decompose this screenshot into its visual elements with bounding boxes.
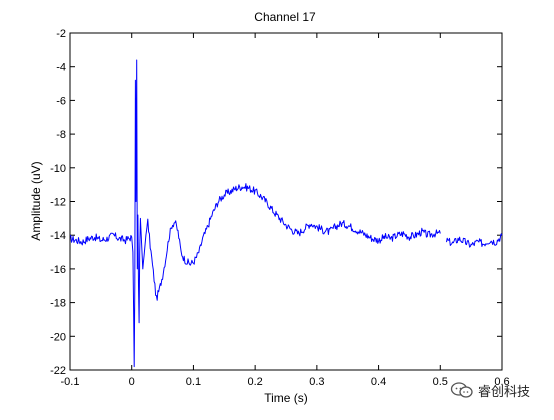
y-axis: -22 -20 -18 -16 -14 -12 -10 -8 -6 -4 -2	[50, 28, 502, 377]
x-tick-label: 0.2	[247, 376, 262, 388]
y-tick-label: -4	[56, 62, 66, 74]
y-tick-label: -20	[50, 331, 66, 343]
y-tick-label: -12	[50, 197, 66, 209]
series-line	[446, 233, 503, 248]
y-tick-label: -6	[56, 95, 66, 107]
x-axis-title: Time (s)	[264, 391, 308, 405]
series-line	[70, 59, 441, 368]
y-tick-label: -2	[56, 28, 66, 40]
x-tick-label: 0.4	[371, 376, 386, 388]
watermark: 睿创科技	[450, 379, 550, 401]
y-axis-title: Amplitude (uV)	[29, 161, 43, 240]
x-tick-label: 0.6	[494, 376, 509, 388]
chat-bubbles-logo-icon	[450, 382, 473, 398]
y-tick-label: -14	[50, 230, 66, 242]
y-tick-label: -16	[50, 264, 66, 276]
watermark-text: 睿创科技	[478, 384, 531, 400]
chart-title: Channel 17	[254, 10, 316, 24]
x-tick-label: 0.1	[186, 376, 201, 388]
x-axis: -0.1 0 0.1 0.2 0.3 0.4 0.5 0.6	[61, 33, 510, 388]
series-layer	[70, 59, 503, 368]
y-tick-label: -22	[50, 365, 66, 377]
x-tick-label: -0.1	[61, 376, 80, 388]
x-tick-label: 0	[129, 376, 135, 388]
x-tick-label: 0.5	[433, 376, 448, 388]
y-tick-label: -10	[50, 163, 66, 175]
x-tick-label: 0.3	[309, 376, 324, 388]
y-tick-label: -8	[56, 129, 66, 141]
y-tick-label: -18	[50, 298, 66, 310]
plot-area	[69, 32, 503, 371]
